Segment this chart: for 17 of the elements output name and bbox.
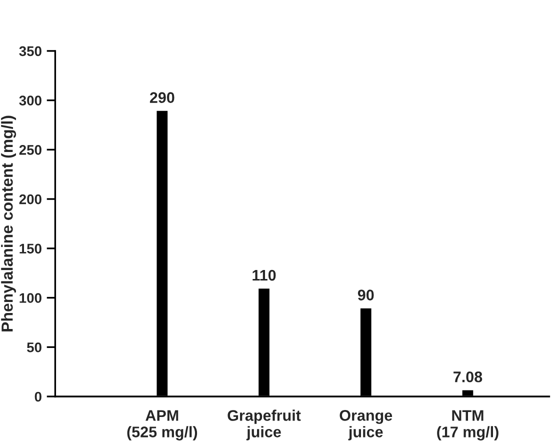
data-label: 7.08 bbox=[454, 371, 482, 382]
y-tick-label: 200 bbox=[19, 194, 42, 204]
x-tick-label: NTM (17 mg/l) bbox=[437, 410, 498, 440]
x-tick-label: APM (525 mg/l) bbox=[127, 410, 198, 440]
y-tick-label: 0 bbox=[34, 392, 42, 402]
y-tick-label: 300 bbox=[19, 96, 42, 106]
y-tick-label: 350 bbox=[19, 46, 42, 56]
data-label: 110 bbox=[252, 270, 276, 281]
y-axis-title: Phenylalanine content (mg/l) bbox=[1, 116, 16, 332]
y-tick-label: 150 bbox=[20, 244, 42, 254]
x-tick-label: Orange juice bbox=[340, 410, 392, 440]
data-label: 90 bbox=[358, 290, 374, 300]
x-tick-label: Grapefruit juice bbox=[228, 410, 301, 440]
y-tick-label: 100 bbox=[20, 293, 42, 303]
y-tick-label: 250 bbox=[19, 145, 42, 155]
data-label: 290 bbox=[150, 92, 174, 103]
y-tick-label: 50 bbox=[26, 342, 42, 352]
